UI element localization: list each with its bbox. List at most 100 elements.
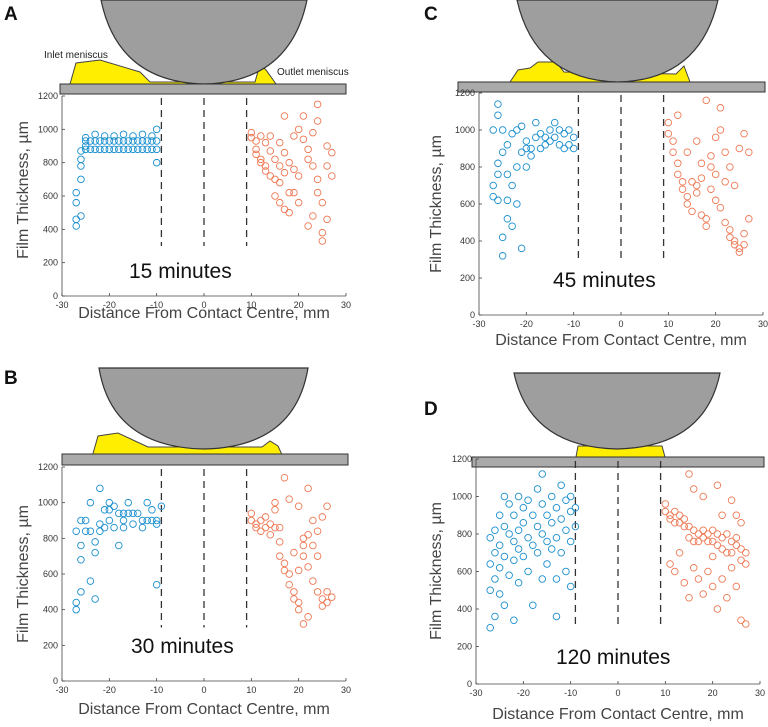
outlet-point (266, 531, 275, 539)
x-tick-label: 20 (294, 685, 304, 695)
outlet-point (689, 537, 698, 546)
outlet-point (290, 595, 298, 603)
outlet-point (261, 138, 270, 147)
outlet-point (685, 594, 693, 602)
inlet-point (129, 509, 137, 518)
inlet-point (522, 144, 531, 153)
inlet-point (550, 118, 559, 127)
outlet-point (252, 145, 260, 154)
outlet-point (271, 523, 279, 532)
outlet-meniscus-label: Outlet meniscus (277, 67, 349, 78)
outlet-point (313, 527, 322, 535)
inlet-point (552, 504, 561, 512)
inlet-point (129, 132, 137, 140)
x-tick-label: 30 (755, 688, 765, 698)
inlet-point (119, 130, 128, 139)
inlet-point (547, 519, 556, 527)
outlet-point (727, 549, 736, 557)
inlet-point (96, 137, 104, 145)
inlet-point (72, 605, 80, 614)
inlet-point (500, 601, 509, 610)
outlet-point (732, 511, 741, 520)
outlet-point (675, 549, 684, 557)
outlet-point (666, 511, 674, 520)
outlet-point (732, 534, 741, 542)
inlet-point (143, 145, 151, 154)
contact-diagram (61, 367, 349, 466)
panel-letter: D (424, 399, 438, 420)
outlet-point (285, 208, 293, 217)
outlet-point (735, 248, 744, 256)
inlet-point (495, 511, 504, 520)
outlet-point (730, 181, 739, 190)
inlet-point (100, 523, 109, 532)
outlet-point (674, 111, 682, 119)
inlet-point (77, 155, 85, 164)
outlet-point (275, 138, 284, 147)
outlet-point (309, 516, 317, 525)
inlet-point (152, 125, 161, 134)
inlet-point (566, 537, 575, 546)
inlet-point (148, 137, 156, 145)
inlet-point (508, 222, 516, 230)
inlet-point (514, 492, 523, 501)
outlet-point (280, 112, 289, 120)
outlet-point (304, 484, 312, 493)
outlet-point (669, 148, 677, 156)
outlet-point (726, 233, 734, 242)
outlet-point (304, 563, 312, 571)
outlet-point (699, 534, 707, 542)
inlet-point (546, 126, 554, 134)
inlet-point (547, 492, 556, 501)
outlet-point (290, 188, 298, 197)
inlet-point (110, 523, 118, 532)
outlet-point (285, 188, 293, 197)
outlet-point (697, 211, 706, 219)
y-tick-label: 200 (457, 642, 472, 652)
inlet-point (552, 575, 561, 583)
inlet-point (529, 511, 537, 520)
scatter-chart: -30 -20 -10 0 10 20 30 0 200 400 600 800 1000 1200 (455, 88, 768, 329)
y-tick-label: 600 (457, 567, 472, 577)
inlet-point (498, 252, 507, 260)
x-tick-label: 10 (246, 300, 256, 310)
outlet-point (252, 523, 260, 532)
x-tick-label: 30 (341, 300, 351, 310)
inlet-point (148, 132, 156, 140)
outlet-point (280, 148, 289, 157)
inlet-point (124, 509, 133, 518)
outlet-point (718, 534, 726, 542)
outlet-point (718, 511, 726, 520)
y-tick-label: 0 (53, 676, 58, 686)
outlet-point (735, 144, 744, 153)
inlet-point (86, 498, 95, 507)
y-tick-label: 600 (460, 199, 475, 209)
scatter-chart: -30 -20 -10 0 10 20 30 0 200 400 600 800 1000 1200 (38, 91, 351, 310)
outlet-point (299, 135, 308, 144)
outlet-point (708, 552, 717, 561)
x-tick-label: -10 (567, 319, 580, 329)
inlet-point (510, 556, 518, 565)
y-tick-label: 200 (460, 273, 475, 283)
outlet-point (683, 192, 692, 201)
y-axis-title: Film Thickness, µm (15, 505, 32, 643)
inlet-point (96, 145, 104, 154)
inlet-point (541, 141, 550, 149)
x-tick-label: -30 (469, 688, 482, 698)
inlet-point (133, 145, 142, 154)
outlet-point (661, 500, 670, 508)
outlet-point (675, 519, 684, 527)
outlet-point (280, 559, 289, 568)
inlet-point (115, 145, 123, 154)
inlet-point (543, 560, 551, 568)
outlet-point (697, 159, 706, 168)
inlet-point (517, 148, 526, 156)
y-axis-title: Film Thickness, µm (428, 502, 445, 640)
outlet-point (732, 541, 741, 550)
inlet-point (524, 496, 532, 505)
outlet-point (664, 118, 673, 127)
inlet-point (119, 137, 128, 145)
outlet-point (299, 620, 308, 628)
inlet-point (533, 485, 542, 493)
outlet-point (694, 537, 703, 546)
